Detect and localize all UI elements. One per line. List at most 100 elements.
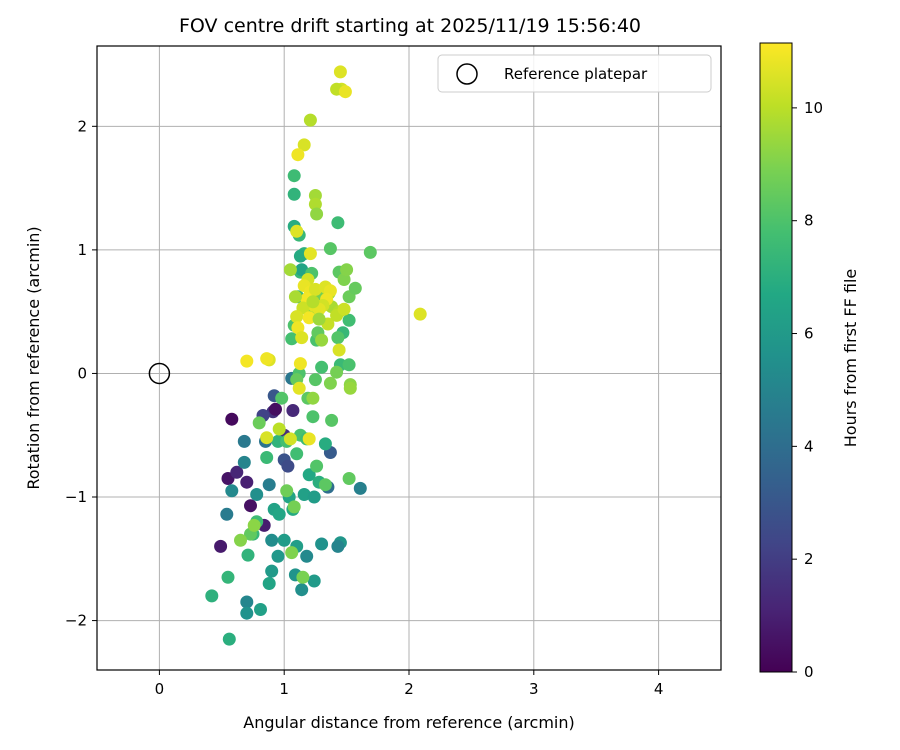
data-point <box>222 632 236 646</box>
data-point <box>287 169 301 183</box>
x-axis-label: Angular distance from reference (arcmin) <box>243 713 574 732</box>
data-point <box>214 539 228 553</box>
legend-reference-icon <box>456 63 478 85</box>
x-axis-ticks: 0 1 2 3 4 <box>155 670 664 698</box>
data-point <box>272 507 286 521</box>
data-point <box>295 583 309 597</box>
colorbar-tick-label: 10 <box>804 99 823 117</box>
data-point <box>312 312 326 326</box>
legend-reference-label: Reference platepar <box>504 65 648 83</box>
data-point <box>303 247 317 261</box>
data-point <box>265 564 279 578</box>
data-point <box>240 606 254 620</box>
data-point <box>283 432 297 446</box>
data-point <box>291 148 305 162</box>
data-point <box>250 488 264 501</box>
data-point <box>307 490 321 504</box>
data-point <box>330 365 344 379</box>
data-point <box>240 475 254 489</box>
data-point <box>413 307 427 321</box>
reference-marker <box>148 362 171 385</box>
data-point <box>225 412 239 426</box>
data-point <box>297 138 311 152</box>
data-point <box>290 310 304 324</box>
data-point <box>252 416 266 430</box>
data-point <box>315 537 329 551</box>
colorbar-tick-label: 8 <box>804 212 814 230</box>
data-point <box>291 321 305 335</box>
data-point <box>269 402 282 416</box>
data-point <box>310 459 324 473</box>
data-point <box>332 343 346 357</box>
data-point <box>342 313 356 327</box>
legend: Reference platepar <box>437 54 712 93</box>
data-point <box>306 295 320 309</box>
data-point <box>348 281 362 295</box>
y-axis-label: Rotation from reference (arcmin) <box>24 226 43 489</box>
data-point <box>306 391 320 405</box>
y-tick-label: −1 <box>65 488 87 506</box>
colorbar-tick-label: 0 <box>804 663 814 681</box>
x-tick-label: 3 <box>529 680 539 698</box>
data-point <box>323 376 337 390</box>
x-tick-label: 2 <box>404 680 414 698</box>
data-point <box>323 242 337 256</box>
y-tick-label: −2 <box>65 612 87 630</box>
data-point <box>307 574 321 588</box>
data-point <box>318 437 332 451</box>
data-point <box>293 249 307 263</box>
data-point <box>283 263 297 277</box>
data-point <box>318 478 332 492</box>
data-point <box>293 357 307 371</box>
data-point <box>302 311 316 325</box>
x-tick-label: 1 <box>279 680 289 698</box>
data-point <box>310 207 324 221</box>
x-tick-label: 0 <box>155 680 165 698</box>
y-tick-label: 0 <box>77 364 87 382</box>
data-point <box>241 548 255 562</box>
data-point <box>338 85 352 99</box>
data-point <box>287 187 301 201</box>
data-point <box>342 472 356 485</box>
data-point <box>290 224 304 238</box>
data-point <box>260 352 274 366</box>
data-point <box>325 413 339 427</box>
data-point <box>260 451 274 464</box>
data-point <box>221 570 235 584</box>
colorbar-tick-label: 6 <box>804 325 814 343</box>
colorbar-tick-label: 2 <box>804 550 814 568</box>
data-point <box>295 331 309 345</box>
data-point <box>331 539 345 553</box>
data-point <box>288 290 302 304</box>
data-point <box>315 360 329 374</box>
grid-lines <box>97 46 721 670</box>
data-point <box>230 465 244 479</box>
data-point <box>262 577 276 590</box>
data-point <box>240 354 254 368</box>
data-point <box>275 391 289 405</box>
colorbar-label: Hours from first FF file <box>841 269 860 448</box>
data-point <box>353 481 367 495</box>
data-point <box>297 488 311 501</box>
data-point <box>277 533 291 547</box>
data-point <box>244 499 257 513</box>
colorbar-ticks: 0 2 4 6 8 10 <box>792 99 823 681</box>
data-point <box>306 410 320 424</box>
data-point <box>308 282 322 296</box>
data-point <box>240 595 254 609</box>
x-tick-label: 4 <box>654 680 664 698</box>
legend-box <box>437 54 712 93</box>
data-point <box>260 431 274 445</box>
y-axis-ticks: −2 −1 0 1 2 <box>65 117 97 630</box>
data-point <box>340 263 354 277</box>
data-point <box>290 447 304 461</box>
data-point <box>302 468 316 482</box>
colorbar-tick-label: 4 <box>804 437 814 455</box>
colorbar <box>759 42 793 673</box>
data-point <box>302 432 316 446</box>
data-point <box>287 500 301 514</box>
data-points <box>205 65 427 646</box>
data-point <box>225 484 239 498</box>
data-point <box>285 546 299 560</box>
